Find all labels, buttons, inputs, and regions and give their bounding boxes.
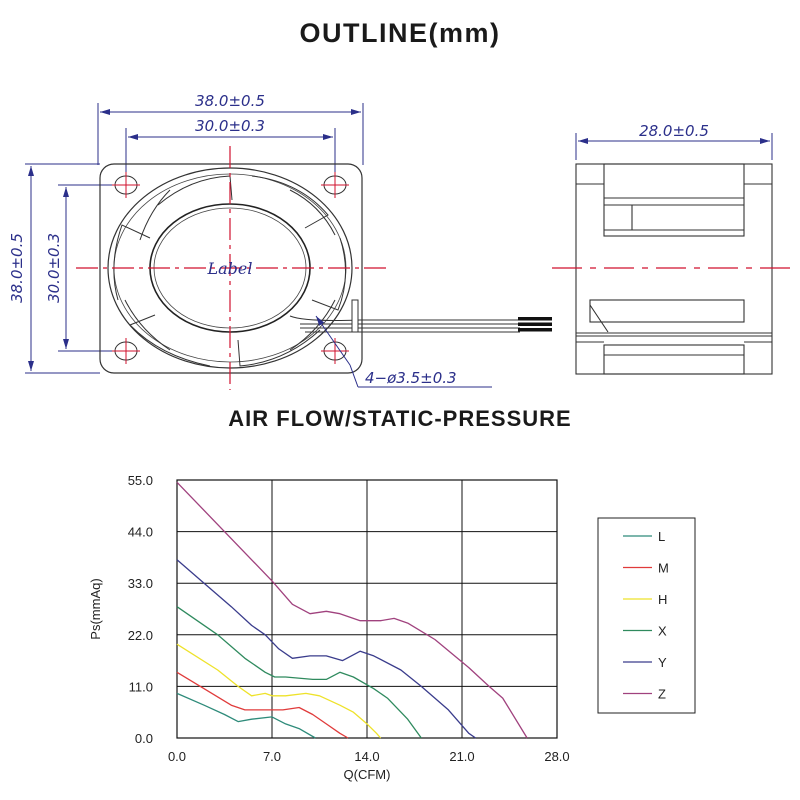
curve-l bbox=[176, 692, 316, 739]
width-outer-label: 38.0±0.5 bbox=[195, 92, 265, 110]
x-tick-label: 14.0 bbox=[354, 749, 379, 764]
side-view-drawing: 28.0±0.5 bbox=[552, 122, 794, 375]
legend-label-x: X bbox=[658, 624, 667, 639]
curve-y bbox=[176, 559, 476, 739]
legend-label-y: Y bbox=[658, 655, 667, 670]
legend-label-m: M bbox=[658, 561, 669, 576]
chart-legend: L M H X Y Z bbox=[597, 517, 696, 714]
y-tick-label: 44.0 bbox=[128, 525, 153, 540]
legend-label-l: L bbox=[658, 529, 665, 544]
y-tick-label: 55.0 bbox=[128, 473, 153, 488]
curve-z bbox=[176, 481, 528, 739]
fan-frame bbox=[99, 163, 363, 374]
y-tick-label: 0.0 bbox=[135, 731, 153, 746]
hub-label: Label bbox=[207, 259, 253, 278]
chart-curves bbox=[176, 481, 528, 739]
y-tick-label: 22.0 bbox=[128, 628, 153, 643]
height-outer-label: 38.0±0.5 bbox=[8, 233, 26, 303]
legend-label-h: H bbox=[658, 592, 667, 607]
y-tick-label: 11.0 bbox=[129, 679, 153, 694]
chart-title: AIR FLOW/STATIC-PRESSURE bbox=[228, 406, 572, 431]
legend-label-z: Z bbox=[658, 687, 666, 702]
hole-crosshairs bbox=[112, 172, 349, 364]
y-axis-label: Ps(mmAq) bbox=[88, 578, 103, 639]
curve-x bbox=[176, 606, 422, 739]
hole-callout bbox=[315, 315, 492, 388]
dimension-width-outer bbox=[97, 103, 364, 165]
x-tick-label: 7.0 bbox=[263, 749, 281, 764]
depth-label: 28.0±0.5 bbox=[639, 122, 709, 140]
y-tick-label: 33.0 bbox=[128, 576, 153, 591]
x-axis-ticks: 0.0 7.0 14.0 21.0 28.0 bbox=[168, 749, 570, 764]
dimension-height-outer bbox=[25, 163, 100, 374]
outline-title: OUTLINE(mm) bbox=[299, 18, 501, 48]
x-tick-label: 0.0 bbox=[168, 749, 186, 764]
x-tick-label: 21.0 bbox=[449, 749, 474, 764]
centerlines bbox=[76, 146, 388, 390]
curve-m bbox=[176, 671, 349, 739]
pq-chart: 0.0 11.0 22.0 33.0 44.0 55.0 0.0 7.0 14.0 21.0 28… bbox=[88, 473, 696, 782]
x-axis-label: Q(CFM) bbox=[344, 767, 391, 782]
height-holes-label: 30.0±0.3 bbox=[45, 233, 63, 303]
lead-wires bbox=[289, 299, 552, 333]
x-tick-label: 28.0 bbox=[544, 749, 569, 764]
curve-h bbox=[176, 643, 382, 739]
width-holes-label: 30.0±0.3 bbox=[195, 117, 265, 135]
front-view-drawing: 38.0±0.5 30.0±0.3 38.0±0.5 30.0±0.3 bbox=[8, 92, 552, 390]
y-axis-ticks: 0.0 11.0 22.0 33.0 44.0 55.0 bbox=[128, 473, 153, 746]
mount-holes-label: 4−ø3.5±0.3 bbox=[365, 369, 457, 387]
chart-grid bbox=[176, 479, 558, 739]
